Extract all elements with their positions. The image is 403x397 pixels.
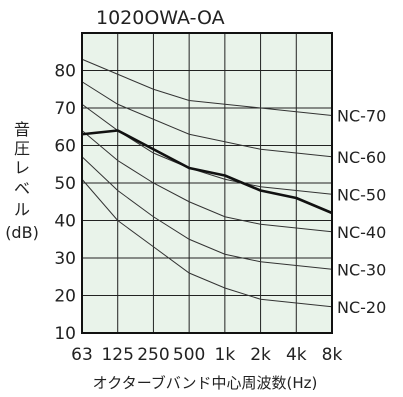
y-tick-label: 20 xyxy=(54,287,76,307)
x-tick-labels: 63 125 250 500 1k 2k 4k 8k xyxy=(71,345,342,365)
nc-curve-label: NC-60 xyxy=(337,148,386,167)
y-tick-label: 80 xyxy=(54,62,76,82)
y-tick-label: 50 xyxy=(54,174,76,194)
y-tick-label: 10 xyxy=(54,324,76,344)
x-tick-label: 4k xyxy=(286,345,307,365)
nc-curve-label: NC-40 xyxy=(337,223,386,242)
y-axis-label-part: レ xyxy=(14,158,30,177)
nc-curve-label: NC-50 xyxy=(337,185,386,204)
y-tick-label: 70 xyxy=(54,99,76,119)
y-tick-label: 30 xyxy=(54,249,76,269)
y-tick-label: 40 xyxy=(54,212,76,232)
nc-curve-line xyxy=(81,178,333,308)
x-tick-label: 250 xyxy=(137,345,169,365)
nc-curve-label: NC-70 xyxy=(337,107,386,126)
measured-series-line xyxy=(81,129,333,215)
measured-series xyxy=(81,129,333,215)
nc-curve-line xyxy=(81,58,333,116)
nc-labels: NC-70 NC-60 NC-50 NC-40 NC-30 NC-20 xyxy=(337,107,386,317)
x-tick-label: 2k xyxy=(250,345,271,365)
nc-curve-line xyxy=(81,156,333,270)
nc-curve-label: NC-20 xyxy=(337,298,386,317)
nc-curve-label: NC-30 xyxy=(337,260,386,279)
grid xyxy=(82,33,332,333)
x-axis-label: オクターブバンド中心周波数(Hz) xyxy=(93,374,318,392)
x-tick-label: 125 xyxy=(101,345,133,365)
y-axis-label-part: (dB) xyxy=(5,223,39,242)
nc-curve-line xyxy=(81,81,333,158)
x-tick-label: 500 xyxy=(173,345,205,365)
x-tick-label: 63 xyxy=(71,345,93,365)
y-tick-labels: 10 20 30 40 50 60 70 80 xyxy=(54,62,76,345)
nc-curve-line xyxy=(81,130,333,233)
y-axis-label-part: ル xyxy=(14,200,30,219)
x-tick-label: 8k xyxy=(322,345,343,365)
chart-title: 1020OWA-OA xyxy=(96,7,225,29)
y-tick-label: 60 xyxy=(54,137,76,157)
y-axis-label-part: 圧 xyxy=(14,139,30,158)
plot-border xyxy=(81,32,333,334)
x-tick-label: 1k xyxy=(215,345,236,365)
y-axis-label-part: 音 xyxy=(14,120,30,139)
y-axis-label-part: ベ xyxy=(14,179,30,198)
